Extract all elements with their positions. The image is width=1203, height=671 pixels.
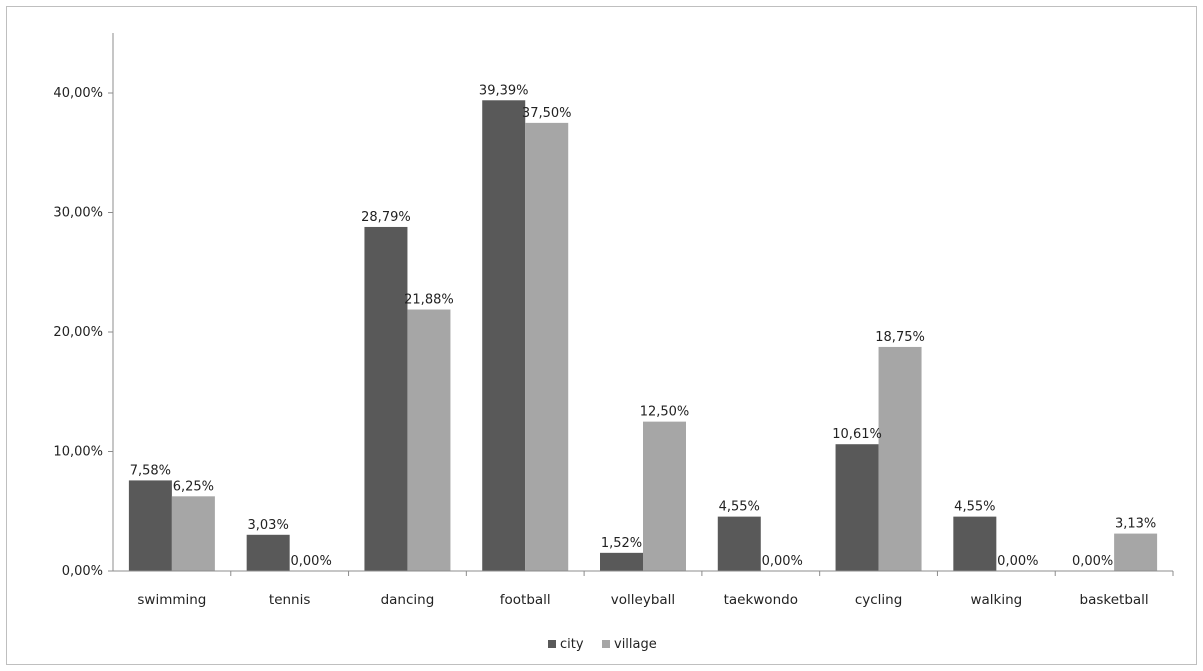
data-label-village-cycling: 18,75% — [875, 330, 925, 345]
bar-village-volleyball — [643, 421, 686, 571]
bar-city-football — [482, 100, 526, 572]
legend-swatch-city — [548, 640, 556, 648]
data-label-city-taekwondo: 4,55% — [719, 500, 760, 515]
legend-label-city: city — [560, 637, 584, 652]
data-label-city-walking: 4,55% — [954, 500, 995, 515]
bar-city-walking — [953, 516, 997, 571]
bar-village-dancing — [407, 309, 451, 571]
bar-city-taekwondo — [717, 516, 761, 571]
data-label-city-swimming: 7,58% — [130, 463, 171, 478]
bar-village-football — [525, 122, 569, 571]
data-label-village-football: 37,50% — [522, 106, 572, 121]
data-label-village-walking: 0,00% — [997, 554, 1038, 569]
category-label-football: football — [500, 592, 551, 608]
y-axis: 0,00% 10,00% 20,00% 30,00% 40,00% — [53, 33, 114, 579]
bar-village-cycling — [878, 346, 922, 571]
data-label-city-football: 39,39% — [479, 83, 529, 98]
category-label-walking: walking — [970, 592, 1022, 608]
category-label-dancing: dancing — [381, 592, 435, 608]
y-tick-label: 0,00% — [62, 564, 103, 579]
data-label-city-cycling: 10,61% — [832, 427, 882, 442]
y-tick-label: 40,00% — [53, 86, 103, 101]
legend-swatch-village — [602, 640, 610, 648]
data-label-city-volleyball: 1,52% — [601, 536, 642, 551]
data-label-village-tennis: 0,00% — [291, 554, 332, 569]
category-label-cycling: cycling — [855, 592, 902, 608]
data-label-village-basketball: 3,13% — [1115, 517, 1156, 532]
legend-label-village: village — [614, 637, 657, 652]
bars — [128, 100, 1158, 572]
category-label-basketball: basketball — [1080, 592, 1149, 608]
bar-city-volleyball — [600, 552, 643, 571]
bar-village-basketball — [1114, 533, 1158, 571]
data-label-city-tennis: 3,03% — [248, 518, 289, 533]
category-label-volleyball: volleyball — [611, 592, 675, 608]
bar-village-swimming — [171, 496, 215, 571]
legend: city village — [548, 637, 657, 652]
data-label-city-basketball: 0,00% — [1072, 554, 1113, 569]
data-label-village-dancing: 21,88% — [404, 293, 454, 308]
data-label-city-dancing: 28,79% — [361, 210, 411, 225]
data-labels: 7,58%6,25% 3,03% 0,00% 28,79% 21,88% 39,39% 37… — [130, 83, 1157, 569]
y-tick-label: 20,00% — [53, 325, 103, 340]
y-tick-label: 10,00% — [53, 445, 103, 460]
bar-city-tennis — [246, 534, 290, 571]
bar-city-cycling — [835, 444, 879, 571]
data-label-village-volleyball: 12,50% — [640, 405, 690, 420]
data-label-village-taekwondo: 0,00% — [762, 554, 803, 569]
x-axis: swimming tennis dancing football volleyball t… — [113, 570, 1174, 608]
data-label-village-swimming: 6,25% — [173, 479, 214, 494]
bar-city-dancing — [364, 226, 408, 571]
bar-city-swimming — [128, 480, 172, 571]
category-label-swimming: swimming — [137, 592, 206, 608]
category-label-tennis: tennis — [269, 592, 311, 608]
category-label-taekwondo: taekwondo — [724, 592, 798, 608]
y-tick-label: 30,00% — [53, 206, 103, 221]
